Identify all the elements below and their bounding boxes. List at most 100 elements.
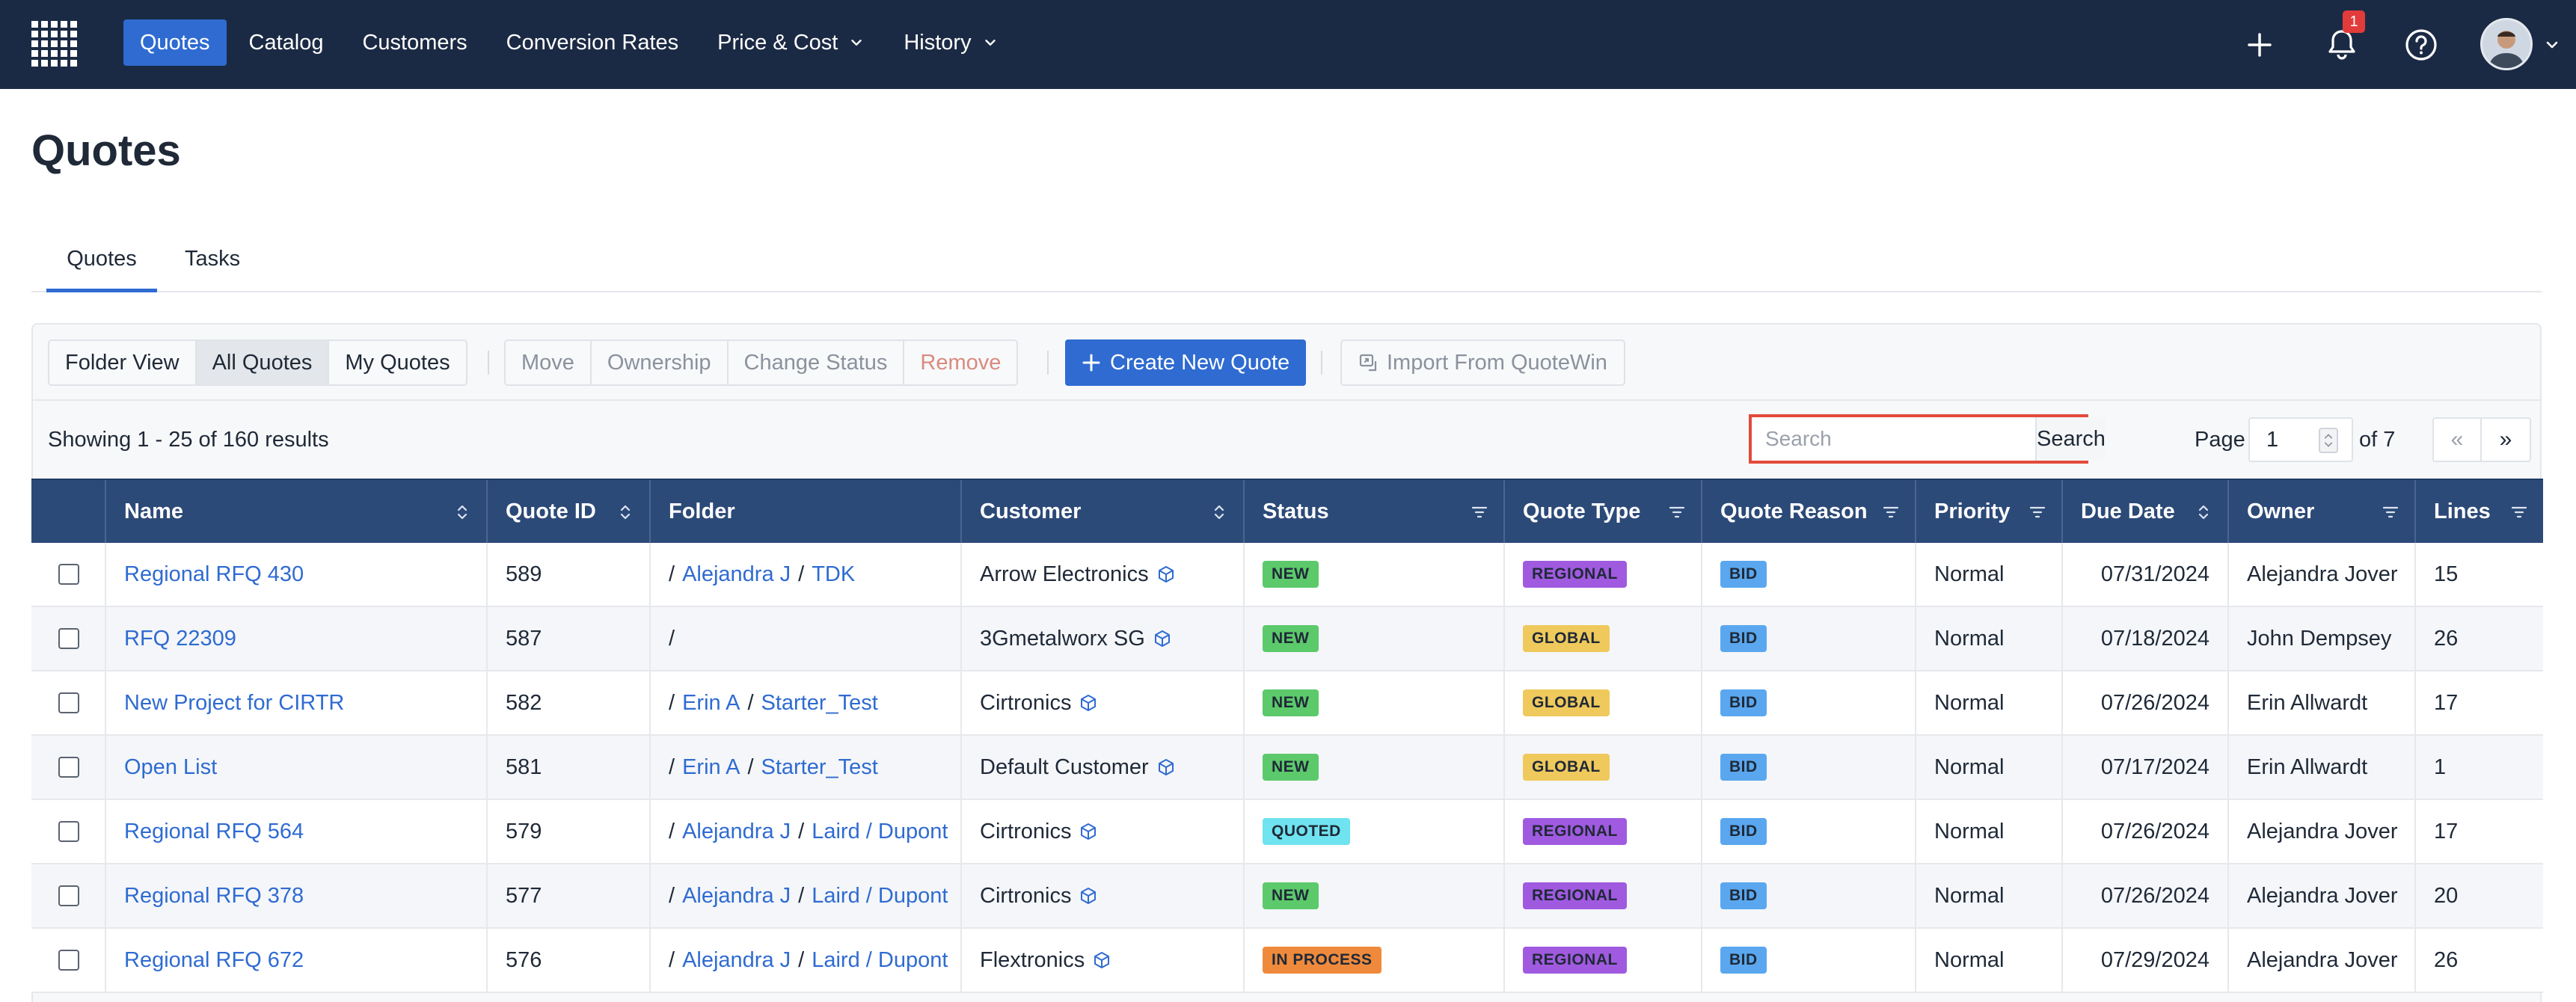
bell-icon[interactable]	[2323, 25, 2361, 63]
filter-icon[interactable]	[2510, 502, 2528, 522]
previous-page-button[interactable]: «	[2434, 419, 2482, 461]
search-input[interactable]	[1752, 417, 2035, 461]
customer-name: Cirtronics	[980, 883, 1072, 908]
quote-reason-cell: BID	[1702, 736, 1916, 799]
column-header-status[interactable]: Status	[1245, 480, 1505, 543]
remove-button[interactable]: Remove	[920, 350, 1002, 375]
nav-item-price-cost[interactable]: Price & Cost	[701, 19, 881, 66]
column-header-quote-type[interactable]: Quote Type	[1505, 480, 1702, 543]
nav-item-history[interactable]: History	[887, 19, 1014, 66]
move-button[interactable]: Move	[506, 341, 592, 384]
filter-icon[interactable]	[1882, 502, 1900, 522]
folder-link[interactable]: TDK	[812, 562, 856, 586]
quote-name-link[interactable]: Regional RFQ 672	[124, 947, 304, 972]
change-status-button[interactable]: Change Status	[729, 341, 905, 384]
tab-quotes[interactable]: Quotes	[46, 234, 157, 292]
plus-icon[interactable]	[2243, 28, 2276, 61]
folder-link[interactable]: Laird / Dupont	[812, 883, 948, 908]
quote-name-link[interactable]: Regional RFQ 564	[124, 819, 304, 843]
row-checkbox[interactable]	[58, 821, 79, 842]
sort-icon[interactable]	[1210, 502, 1228, 522]
row-select-cell	[31, 543, 106, 606]
row-checkbox[interactable]	[58, 950, 79, 971]
due-date-cell: 07/26/2024	[2063, 800, 2229, 863]
row-checkbox[interactable]	[58, 757, 79, 778]
folder-link[interactable]: Alejandra J	[682, 883, 791, 908]
account-chevron-down-icon[interactable]	[2543, 36, 2561, 54]
folder-view-button[interactable]: Folder View	[49, 341, 197, 384]
app-grid-logo-icon[interactable]	[30, 19, 79, 69]
row-checkbox[interactable]	[58, 885, 79, 906]
nav-item-catalog[interactable]: Catalog	[233, 19, 340, 66]
folder-link[interactable]: Erin A	[682, 690, 740, 715]
column-header-quote-reason[interactable]: Quote Reason	[1702, 480, 1916, 543]
quote-type-badge: GLOBAL	[1523, 689, 1610, 716]
column-header-lines[interactable]: Lines	[2416, 480, 2543, 543]
sort-icon[interactable]	[453, 502, 471, 522]
ownership-button[interactable]: Ownership	[592, 341, 729, 384]
quote-name-link[interactable]: Open List	[124, 754, 218, 779]
owner-cell: John Dempsey	[2229, 607, 2416, 670]
my-quotes-button[interactable]: My Quotes	[345, 350, 450, 375]
column-header-folder[interactable]: Folder	[651, 480, 962, 543]
cube-icon[interactable]	[1079, 693, 1098, 713]
customer-name: Flextronics	[980, 947, 1085, 972]
quote-name-cell: Regional RFQ 564	[106, 800, 488, 863]
column-header-name[interactable]: Name	[106, 480, 488, 543]
quote-name-link[interactable]: Regional RFQ 430	[124, 562, 304, 586]
tab-tasks[interactable]: Tasks	[185, 247, 241, 271]
search-button[interactable]: Search	[2035, 417, 2106, 461]
folder-link[interactable]: Starter_Test	[761, 754, 878, 779]
column-header-customer[interactable]: Customer	[962, 480, 1245, 543]
nav-item-quotes[interactable]: Quotes	[123, 19, 227, 66]
column-header-due-date[interactable]: Due Date	[2063, 480, 2229, 543]
create-new-quote-button[interactable]: Create New Quote	[1065, 339, 1307, 386]
user-avatar[interactable]	[2480, 18, 2533, 70]
quote-type-badge: REGIONAL	[1523, 561, 1627, 588]
folder-link[interactable]: Laird / Dupont	[812, 819, 948, 843]
import-from-quotewin-button[interactable]: Import From QuoteWin	[1340, 339, 1625, 386]
nav-item-customers[interactable]: Customers	[346, 19, 483, 66]
sort-icon[interactable]	[2195, 502, 2212, 522]
cube-icon[interactable]	[1079, 822, 1098, 841]
folder-link[interactable]: Alejandra J	[682, 562, 791, 586]
column-header-quote-id[interactable]: Quote ID	[488, 480, 651, 543]
folder-link[interactable]: Erin A	[682, 754, 740, 779]
filter-icon[interactable]	[2028, 502, 2046, 522]
table-row: RFQ 22309 587 / 3Gmetalworx SG NEW GLOBAL BID N…	[31, 607, 2543, 671]
quote-type-badge: REGIONAL	[1523, 818, 1627, 845]
cube-icon[interactable]	[1156, 757, 1176, 777]
cube-icon[interactable]	[1079, 886, 1098, 906]
nav-item-conversion-rates[interactable]: Conversion Rates	[490, 19, 696, 66]
folder-link[interactable]: Alejandra J	[682, 819, 791, 843]
quote-reason-cell: BID	[1702, 607, 1916, 670]
help-icon[interactable]	[2404, 28, 2438, 62]
sort-icon[interactable]	[616, 502, 634, 522]
page-number-input[interactable]: 1	[2248, 417, 2353, 462]
quote-name-link[interactable]: New Project for CIRTR	[124, 690, 345, 715]
folder-link[interactable]: Alejandra J	[682, 947, 791, 972]
quote-name-link[interactable]: Regional RFQ 378	[124, 883, 304, 908]
cube-icon[interactable]	[1092, 950, 1111, 970]
due-date-cell: 07/29/2024	[2063, 929, 2229, 992]
lines-cell: 15	[2434, 562, 2459, 586]
row-checkbox[interactable]	[58, 564, 79, 585]
row-checkbox[interactable]	[58, 628, 79, 649]
folder-separator: /	[747, 754, 754, 779]
folder-link[interactable]: Starter_Test	[761, 690, 878, 715]
cube-icon[interactable]	[1156, 565, 1176, 584]
all-quotes-button[interactable]: All Quotes	[196, 341, 330, 384]
page-stepper-icon[interactable]	[2319, 428, 2338, 453]
filter-icon[interactable]	[1471, 502, 1488, 522]
table-body: Regional RFQ 430 589 / Alejandra J / TDK Arrow…	[31, 543, 2543, 993]
column-header-priority[interactable]: Priority	[1916, 480, 2063, 543]
folder-cell: /	[651, 607, 962, 670]
cube-icon[interactable]	[1153, 629, 1172, 648]
filter-icon[interactable]	[1668, 502, 1686, 522]
row-checkbox[interactable]	[58, 692, 79, 713]
quote-name-link[interactable]: RFQ 22309	[124, 626, 236, 651]
column-header-owner[interactable]: Owner	[2229, 480, 2416, 543]
filter-icon[interactable]	[2382, 502, 2399, 522]
next-page-button[interactable]: »	[2499, 427, 2512, 452]
folder-link[interactable]: Laird / Dupont	[812, 947, 948, 972]
